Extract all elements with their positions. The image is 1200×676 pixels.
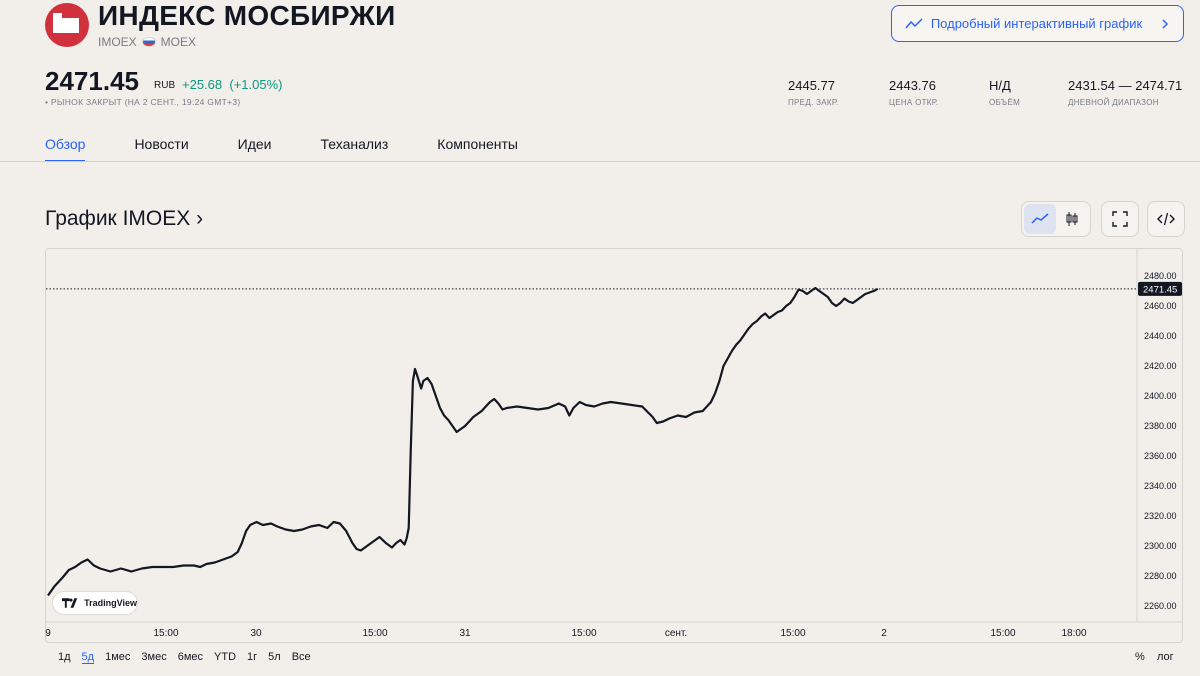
embed-button[interactable]: [1147, 201, 1185, 237]
tab-ideas[interactable]: Идеи: [237, 136, 272, 152]
stat-value: 2443.76: [889, 78, 936, 93]
percent-scale-button[interactable]: %: [1135, 651, 1145, 663]
stat-label: ДНЕВНОЙ ДИАПАЗОН: [1068, 98, 1159, 107]
chart-area[interactable]: [45, 248, 1183, 643]
stat-volume: Н/Д ОБЪЁМ: [989, 78, 1020, 107]
chart-style-toggle: [1021, 201, 1091, 237]
embed-code-icon: [1157, 212, 1175, 226]
chevron-right-icon: [1162, 18, 1169, 29]
change-value: +25.68: [182, 77, 223, 92]
range-ytd[interactable]: YTD: [214, 651, 237, 663]
range-1y[interactable]: 1г: [247, 651, 258, 663]
fullscreen-button[interactable]: [1101, 201, 1139, 237]
range-selector: 1д 5д 1мес 3мес 6мес YTD 1г 5л Все: [58, 651, 311, 664]
range-5y[interactable]: 5л: [268, 651, 281, 663]
ticker-label: IMOEX: [98, 35, 137, 49]
candles-button[interactable]: [1056, 204, 1088, 234]
change-percent: (+1.05%): [229, 77, 283, 92]
stat-value: 2431.54 — 2474.71: [1068, 78, 1183, 93]
moex-logo: [45, 3, 89, 47]
line-chart-icon: [1031, 213, 1049, 224]
interactive-chart-button[interactable]: Подробный интерактивный график: [891, 5, 1184, 42]
chart-title-link[interactable]: График IMOEX ›: [45, 207, 204, 230]
stat-day-range: 2431.54 — 2474.71 ДНЕВНОЙ ДИАПАЗОН: [1068, 78, 1182, 107]
stat-label: ОБЪЁМ: [989, 98, 1021, 107]
stat-label: ПРЕД. ЗАКР.: [788, 98, 839, 107]
symbol-info: IMOEX MOEX: [98, 35, 196, 49]
price-change: +25.68 (+1.05%): [182, 77, 282, 92]
range-all[interactable]: Все: [291, 651, 311, 663]
currency-label: RUB: [154, 80, 176, 91]
range-5d[interactable]: 5д: [81, 651, 95, 664]
page-title: ИНДЕКС МОСБИРЖИ: [98, 0, 396, 31]
range-1m[interactable]: 1мес: [105, 651, 131, 663]
tab-components[interactable]: Компоненты: [437, 136, 518, 152]
tab-news[interactable]: Новости: [134, 136, 189, 152]
section-tabs: Обзор Новости Идеи Теханализ Компоненты: [45, 136, 567, 162]
stat-value: Н/Д: [989, 78, 1011, 93]
market-status: • РЫНОК ЗАКРЫТ (НА 2 СЕНТ., 19:24 GMT+3): [45, 97, 241, 107]
stat-label: ЦЕНА ОТКР.: [889, 98, 939, 107]
exchange-label: MOEX: [160, 35, 197, 49]
tradingview-label: TradingView: [84, 598, 137, 608]
trend-line-icon: [905, 17, 923, 28]
last-price: 2471.45: [45, 66, 139, 96]
tab-technicals[interactable]: Теханализ: [320, 136, 389, 152]
line-chart-button[interactable]: [1024, 204, 1056, 234]
range-3m[interactable]: 3мес: [141, 651, 167, 663]
russia-flag-icon: [141, 37, 156, 47]
stat-prev-close: 2445.77 ПРЕД. ЗАКР.: [788, 78, 838, 107]
tab-overview[interactable]: Обзор: [45, 136, 86, 162]
tradingview-logo-icon: [62, 598, 78, 608]
candles-icon: [1066, 212, 1078, 226]
interactive-chart-label: Подробный интерактивный график: [930, 16, 1143, 31]
range-1d[interactable]: 1д: [58, 651, 71, 663]
stat-open: 2443.76 ЦЕНА ОТКР.: [889, 78, 938, 107]
stat-value: 2445.77: [788, 78, 835, 93]
tabs-divider: [0, 161, 1200, 162]
tradingview-badge[interactable]: TradingView: [52, 591, 138, 615]
range-6m[interactable]: 6мес: [177, 651, 204, 663]
fullscreen-icon: [1112, 211, 1128, 227]
log-scale-button[interactable]: лог: [1157, 651, 1174, 663]
